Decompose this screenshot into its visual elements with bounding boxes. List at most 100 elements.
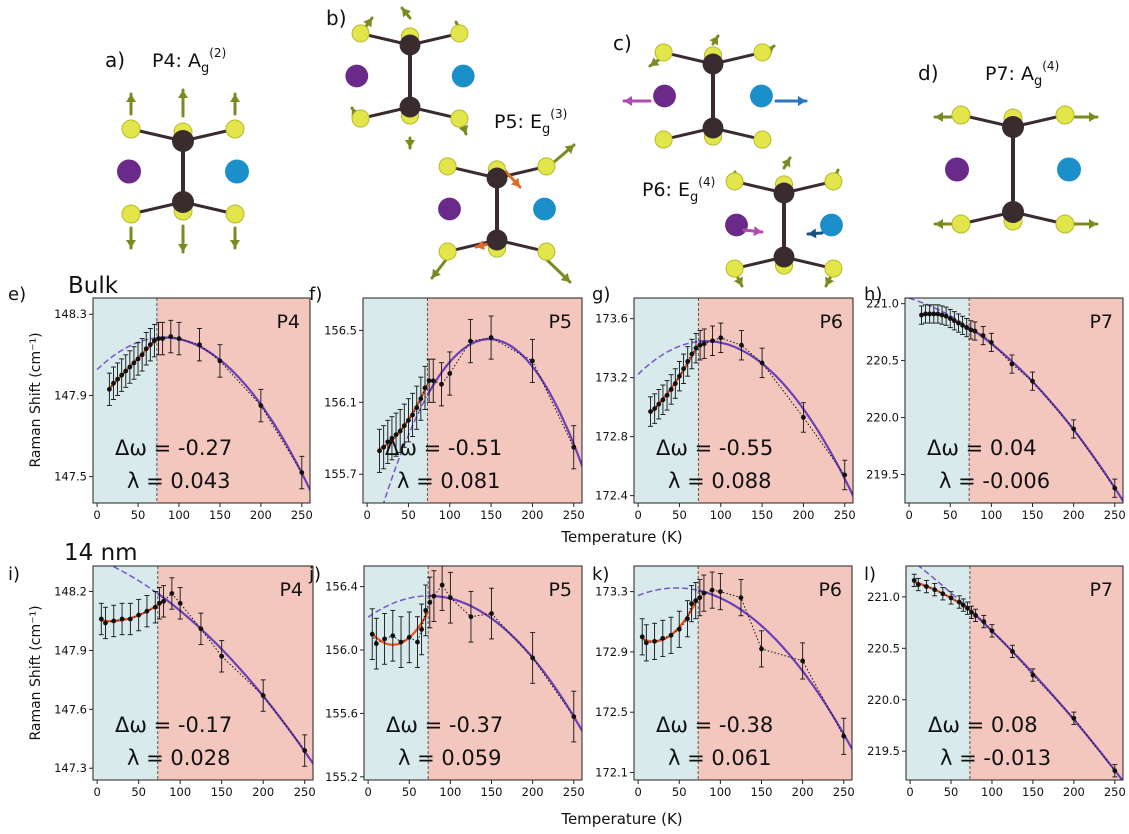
plot-area	[908, 298, 1123, 503]
data-point	[668, 387, 674, 392]
x-tick-label: 100	[981, 785, 1003, 799]
metal-atom	[172, 130, 194, 152]
y-tick-label: 156.1	[324, 395, 357, 409]
plot-frame	[363, 565, 583, 781]
plot-area	[377, 315, 582, 503]
data-point	[381, 444, 387, 450]
data-point	[156, 336, 161, 341]
displacement-arrow-head	[178, 90, 188, 98]
intercalant-atom-purple	[345, 64, 369, 88]
data-point	[439, 582, 445, 588]
x-tick-label: 100	[439, 508, 461, 522]
panel-letter: l)	[864, 564, 876, 585]
mode-label-subscript: g	[542, 122, 550, 137]
displacement-arrow-head	[624, 96, 632, 106]
chart-panel-e: 0 50 100 150 200 250 147.5 147.9 148.3 P4 Δω = -0.…	[8, 284, 313, 522]
data-point	[160, 336, 166, 341]
chalcogen-atom	[1055, 105, 1075, 125]
delta-omega-label: Δω = 0.08	[928, 713, 1038, 737]
data-point	[369, 631, 375, 637]
metal-atom	[399, 96, 421, 118]
data-point	[177, 600, 183, 606]
y-tick-label: 173.2	[595, 371, 628, 385]
data-point	[689, 601, 694, 607]
data-point	[940, 591, 946, 597]
x-tick-label: 200	[1063, 785, 1085, 799]
data-point	[964, 325, 970, 331]
data-point	[842, 472, 848, 478]
structure-3	[430, 143, 576, 284]
data-point	[398, 639, 404, 645]
lambda-label: λ = 0.028	[127, 746, 231, 770]
anharmonic-fit-line	[428, 594, 582, 733]
chalcogen-atom	[225, 119, 245, 139]
metal-atom	[773, 246, 795, 268]
x-tick-label: 0	[634, 785, 641, 799]
row-label-bulk: Bulk	[68, 273, 119, 299]
data-point	[127, 616, 133, 622]
mode-label-superscript: (4)	[1042, 59, 1059, 73]
data-point	[260, 693, 266, 698]
y-tick-label: 148.2	[54, 585, 87, 599]
data-point	[106, 386, 112, 392]
data-point	[965, 605, 970, 611]
data-point	[660, 397, 666, 403]
data-point	[697, 342, 703, 348]
data-point	[431, 593, 437, 599]
x-axis-label: Temperature (K)	[560, 810, 682, 828]
displacement-arrow-head	[825, 276, 835, 286]
structure-4	[622, 34, 808, 149]
anharmonic-fit-line	[698, 340, 853, 498]
intercalant-atom-blue	[820, 213, 843, 237]
data-point	[430, 378, 436, 384]
mode-label: P6: Eg(4)	[642, 175, 715, 205]
lambda-label: λ = 0.081	[397, 469, 501, 493]
x-tick-label: 150	[481, 785, 503, 799]
lambda-label: λ = 0.043	[127, 469, 231, 493]
panel-letter: f)	[309, 284, 322, 305]
displacement-arrow-head	[230, 240, 240, 248]
data-point	[685, 616, 690, 622]
highT-region	[698, 298, 853, 503]
chart-panel-g: 0 50 100 150 200 250 172.4 172.8 173.2 173.6 P6 Δω …	[592, 284, 856, 522]
data-point	[169, 591, 175, 596]
delta-omega-label: Δω = -0.17	[115, 713, 232, 737]
data-point	[932, 587, 938, 593]
data-point	[393, 432, 399, 438]
y-tick-label: 147.6	[54, 702, 87, 716]
data-point	[197, 342, 202, 348]
data-point	[168, 334, 174, 339]
data-point	[739, 342, 744, 348]
anharmonic-extrapolation	[637, 587, 698, 597]
data-point	[488, 335, 494, 340]
structure-panel-letter: b)	[326, 6, 347, 30]
plot-frame	[92, 297, 311, 504]
chalcogen-atom	[537, 242, 556, 261]
anharmonic-extrapolation	[367, 595, 428, 618]
data-point	[397, 428, 403, 434]
x-tick-label: 100	[710, 508, 732, 522]
highT-region	[969, 298, 1123, 503]
plot-area	[367, 566, 582, 743]
plot-area	[98, 566, 313, 767]
data-point	[571, 714, 577, 719]
chalcogen-atom	[225, 204, 245, 224]
metal-atom	[702, 53, 724, 75]
data-point	[801, 415, 806, 420]
data-point	[468, 338, 473, 344]
y-tick-label: 220.5	[866, 354, 899, 368]
x-tick-label: 250	[833, 785, 855, 799]
anharmonic-extrapolation	[637, 340, 698, 375]
y-axis-label: Raman Shift (cm⁻¹)	[28, 605, 44, 740]
x-tick-label: 150	[1022, 785, 1044, 799]
data-point	[927, 311, 933, 317]
data-point	[701, 341, 707, 347]
mode-label-subscript: g	[1034, 74, 1042, 89]
panel-mode-label: P4	[279, 579, 303, 601]
data-point	[717, 589, 723, 595]
chalcogen-atom	[725, 172, 744, 191]
highT-region	[698, 566, 852, 780]
data-point	[447, 595, 453, 601]
mode-label: P4: Ag(2)	[152, 46, 226, 76]
